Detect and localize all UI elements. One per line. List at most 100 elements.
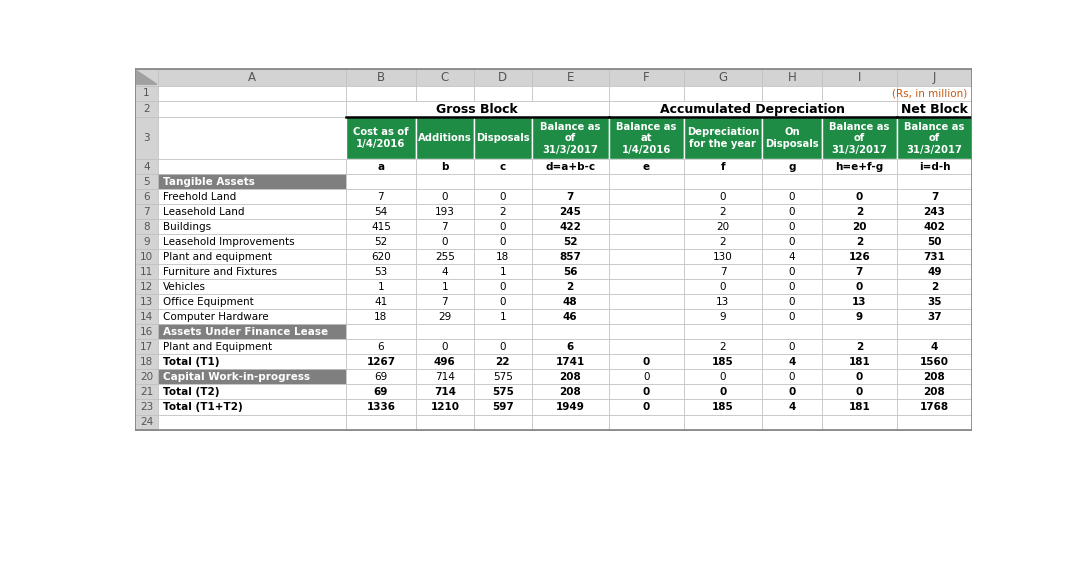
Bar: [531, 86, 609, 101]
Text: 731: 731: [923, 252, 945, 262]
Text: 0: 0: [788, 192, 795, 202]
Bar: [474, 294, 531, 310]
Text: 4: 4: [931, 342, 939, 352]
Bar: [346, 86, 416, 101]
Bar: [896, 369, 972, 385]
Text: Computer Hardware: Computer Hardware: [163, 312, 269, 322]
Bar: [474, 400, 531, 414]
Bar: [684, 294, 762, 310]
Bar: [135, 86, 159, 101]
Bar: [609, 414, 684, 430]
Bar: [135, 294, 159, 310]
Bar: [416, 249, 474, 264]
Bar: [159, 69, 346, 86]
Bar: [416, 86, 474, 101]
Text: 1210: 1210: [430, 402, 459, 412]
Bar: [135, 69, 159, 86]
Text: 181: 181: [849, 357, 870, 367]
Bar: [684, 340, 762, 355]
Text: E: E: [567, 71, 573, 84]
Bar: [822, 324, 896, 340]
Bar: [531, 204, 609, 219]
Text: 1: 1: [500, 312, 507, 322]
Bar: [609, 174, 684, 189]
Bar: [159, 264, 346, 279]
Text: 4: 4: [788, 357, 796, 367]
Bar: [684, 204, 762, 219]
Bar: [531, 294, 609, 310]
Bar: [896, 249, 972, 264]
Text: 8: 8: [144, 222, 150, 232]
Bar: [896, 385, 972, 400]
Bar: [822, 264, 896, 279]
Text: 0: 0: [855, 372, 863, 382]
Text: Plant and Equipment: Plant and Equipment: [163, 342, 272, 352]
Text: c: c: [500, 162, 507, 172]
Bar: [822, 86, 896, 101]
Bar: [474, 414, 531, 430]
Bar: [896, 400, 972, 414]
Bar: [609, 324, 684, 340]
Text: 415: 415: [370, 222, 391, 232]
Text: F: F: [643, 71, 649, 84]
Text: 0: 0: [500, 192, 507, 202]
Text: Total (T1): Total (T1): [163, 357, 219, 367]
Bar: [416, 159, 474, 174]
Bar: [416, 310, 474, 324]
Bar: [346, 414, 416, 430]
Bar: [762, 414, 822, 430]
Text: Capital Work-in-progress: Capital Work-in-progress: [163, 372, 310, 382]
Text: 0: 0: [788, 387, 796, 397]
Bar: [474, 340, 531, 355]
Text: 13: 13: [140, 297, 153, 307]
Bar: [896, 279, 972, 294]
Text: 126: 126: [849, 252, 870, 262]
Bar: [896, 117, 972, 159]
Text: 18: 18: [140, 357, 153, 367]
Bar: [822, 369, 896, 385]
Bar: [684, 117, 762, 159]
Bar: [474, 324, 531, 340]
Text: 41: 41: [375, 297, 388, 307]
Text: Net Block: Net Block: [901, 103, 968, 116]
Bar: [346, 369, 416, 385]
Text: 1336: 1336: [366, 402, 395, 412]
Bar: [684, 234, 762, 249]
Text: d=a+b-c: d=a+b-c: [545, 162, 595, 172]
Text: Disposals: Disposals: [476, 133, 529, 143]
Bar: [474, 117, 531, 159]
Bar: [135, 414, 159, 430]
Bar: [896, 264, 972, 279]
Bar: [609, 101, 896, 117]
Text: Leasehold Improvements: Leasehold Improvements: [163, 237, 295, 247]
Text: 2: 2: [855, 237, 863, 247]
Text: 185: 185: [712, 357, 733, 367]
Text: Assets Under Finance Lease: Assets Under Finance Lease: [163, 327, 328, 337]
Bar: [822, 219, 896, 234]
Bar: [609, 340, 684, 355]
Bar: [416, 264, 474, 279]
Text: 22: 22: [496, 357, 510, 367]
Bar: [474, 189, 531, 204]
Bar: [135, 324, 159, 340]
Bar: [531, 385, 609, 400]
Bar: [159, 219, 346, 234]
Text: 54: 54: [375, 207, 388, 217]
Bar: [531, 340, 609, 355]
Bar: [416, 189, 474, 204]
Text: 0: 0: [719, 387, 727, 397]
Text: 0: 0: [788, 267, 795, 277]
Bar: [822, 159, 896, 174]
Bar: [609, 249, 684, 264]
Bar: [159, 369, 346, 385]
Text: 2: 2: [719, 237, 726, 247]
Bar: [896, 234, 972, 249]
Bar: [896, 414, 972, 430]
Bar: [416, 355, 474, 369]
Bar: [531, 264, 609, 279]
Bar: [531, 159, 609, 174]
Text: 0: 0: [719, 192, 726, 202]
Bar: [531, 400, 609, 414]
Bar: [416, 204, 474, 219]
Text: 0: 0: [442, 192, 448, 202]
